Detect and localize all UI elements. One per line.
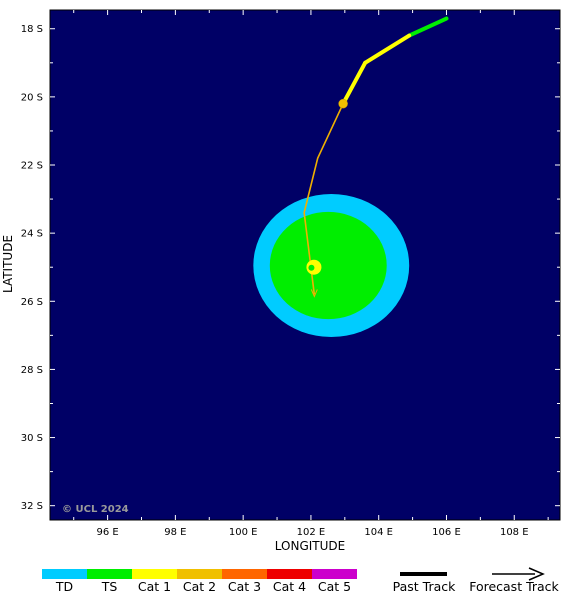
- legend-label-cat-4: Cat 4: [273, 579, 306, 594]
- legend-swatch-cat-3: [222, 569, 267, 579]
- plot-area: [49, 9, 561, 521]
- lat-tick-label: 22 S: [21, 161, 43, 172]
- lat-tick-label: 26 S: [21, 297, 43, 308]
- lon-tick-label: 96 E: [96, 527, 118, 538]
- lat-tick-label: 32 S: [21, 501, 43, 512]
- lon-tick-label: 104 E: [364, 527, 393, 538]
- ts-wind-field: [269, 211, 387, 320]
- current-position-marker: [338, 98, 348, 109]
- lon-tick-label: 108 E: [500, 527, 529, 538]
- category-legend: TD TS Cat 1 Cat 2 Cat 3 Cat 4 Cat 5: [42, 569, 357, 594]
- forecast-track-line: [303, 103, 344, 295]
- copyright-text: © UCL 2024: [62, 504, 129, 515]
- past-track-segment: [407, 16, 449, 38]
- legend-label-td: TD: [55, 579, 73, 594]
- legend-swatch-cat-2: [177, 569, 222, 579]
- lat-tick-label: 30 S: [21, 433, 43, 444]
- past-track-segment: [363, 33, 412, 65]
- forecast-arrowhead-icon: [310, 289, 318, 298]
- lon-tick-label: 106 E: [432, 527, 461, 538]
- latitude-axis: 18 S 20 S 22 S 24 S 26 S 28 S 30 S 32 S: [21, 24, 560, 512]
- past-track-legend-label: Past Track: [393, 579, 456, 594]
- forecast-track-legend-label: Forecast Track: [469, 579, 559, 594]
- legend-swatch-cat-5: [312, 569, 357, 579]
- lat-tick-label: 18 S: [21, 24, 43, 35]
- legend-swatch-ts: [87, 569, 132, 579]
- lon-tick-label: 102 E: [297, 527, 326, 538]
- longitude-axis: 96 E 98 E 100 E 102 E 104 E 106 E 108 E: [73, 10, 549, 538]
- forecast-position-eye: [308, 264, 315, 271]
- legend-swatch-td: [42, 569, 87, 579]
- longitude-axis-title: LONGITUDE: [275, 539, 345, 553]
- legend-label-ts: TS: [101, 579, 118, 594]
- past-track-segment: [341, 60, 368, 106]
- legend-label-cat-1: Cat 1: [138, 579, 171, 594]
- legend-label-cat-2: Cat 2: [183, 579, 216, 594]
- forecast-track-arrow-icon: [528, 567, 545, 581]
- lon-tick-label: 98 E: [164, 527, 186, 538]
- lat-tick-label: 24 S: [21, 229, 43, 240]
- legend-label-cat-5: Cat 5: [318, 579, 351, 594]
- legend-swatch-cat-4: [267, 569, 312, 579]
- legend-swatch-cat-1: [132, 569, 177, 579]
- lat-tick-label: 20 S: [21, 92, 43, 103]
- latitude-axis-title: LATITUDE: [1, 235, 15, 293]
- lon-tick-label: 100 E: [229, 527, 258, 538]
- lat-tick-label: 28 S: [21, 365, 43, 376]
- track-legend: Past Track Forecast Track: [393, 567, 560, 594]
- plot-border: [49, 9, 561, 521]
- legend-label-cat-3: Cat 3: [228, 579, 261, 594]
